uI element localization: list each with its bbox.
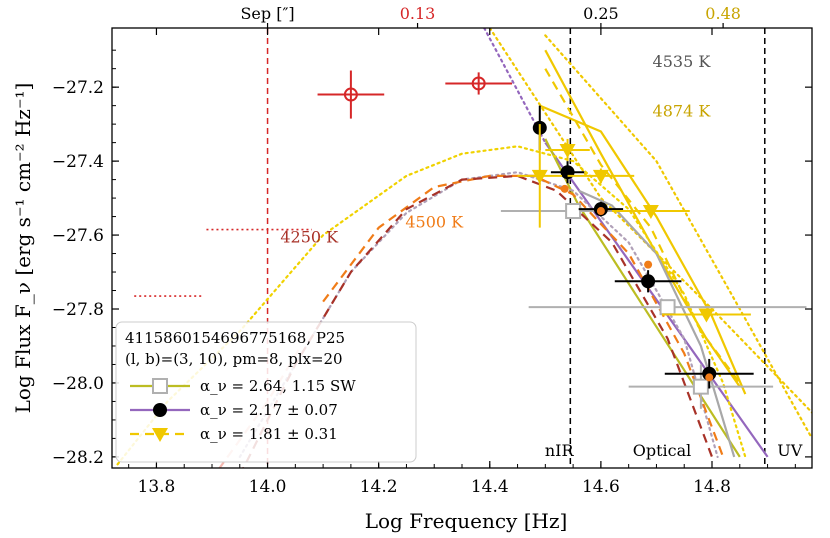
y-tick-label-0: −27.2 (52, 78, 104, 98)
legend-box (115, 321, 417, 463)
temperature-label-2: 4500 K (405, 213, 464, 232)
markers (134, 70, 807, 409)
x-tick-label-5: 14.8 (693, 477, 731, 497)
legend: 4115860154696775168, P25 (l, b)=(3, 10),… (115, 321, 417, 463)
series-4-point-4 (698, 308, 715, 323)
series-4-point-2 (592, 169, 609, 184)
y-axis-label: Log Flux F_ν [erg s⁻¹ cm⁻² Hz⁻¹] (11, 83, 35, 414)
legend-entries: α_ν = 2.64, 1.15 SW α_ν = 2.17 ± 0.07 α_ν … (130, 377, 356, 443)
series-5-point-3 (705, 373, 714, 382)
top-tick-label-2: 0.25 (583, 4, 619, 23)
temperature-label-0: 4535 K (653, 52, 712, 71)
series-5-point-2 (644, 260, 653, 269)
series-2-point-0 (565, 203, 582, 220)
legend-label-0: α_ν = 2.64, 1.15 SW (200, 377, 356, 395)
series-4-point-3 (642, 205, 659, 220)
series-4-point-1 (559, 144, 576, 159)
series-1-point-0 (343, 87, 358, 102)
top-tick-label-3: 0.48 (705, 4, 741, 23)
legend-label-1: α_ν = 2.17 ± 0.07 (200, 401, 338, 419)
series-1-point-1 (471, 76, 486, 91)
x-tick-label-4: 14.6 (582, 477, 620, 497)
curve-3 (539, 104, 747, 395)
series-3-point-1 (560, 165, 575, 180)
band-label-1: Optical (633, 441, 692, 460)
series-4-point-0 (531, 169, 548, 184)
legend-marker-1 (153, 403, 167, 417)
x-tick-label-2: 14.2 (360, 477, 398, 497)
legend-marker-2 (152, 428, 168, 442)
curve-12 (242, 174, 714, 468)
y-tick-label-4: −28.0 (52, 374, 104, 394)
annotations: nIR Optical UV 4535 K 4874 K 4500 K 4250 K (280, 52, 802, 460)
legend-line-coords: (l, b)=(3, 10), pm=8, plx=20 (125, 350, 343, 368)
y-tick-label-5: −28.2 (52, 448, 104, 468)
axes: 13.8 14.0 14.2 14.4 14.6 14.8 −27.2 −27.4 −27.6 −… (52, 4, 812, 497)
x-tick-label-3: 14.4 (471, 477, 509, 497)
band-label-0: nIR (545, 441, 575, 460)
temperature-label-1: 4874 K (653, 102, 712, 121)
x-tick-label-1: 14.0 (249, 477, 287, 497)
legend-label-2: α_ν = 1.81 ± 0.31 (200, 425, 338, 443)
curve-7 (544, 34, 812, 440)
top-tick-label-0: Sep [″] (240, 4, 294, 23)
legend-marker-0 (152, 378, 168, 394)
series-5-point-0 (560, 184, 569, 193)
legend-line-id: 4115860154696775168, P25 (125, 329, 345, 347)
series-3-point-3 (641, 274, 656, 289)
series-5-point-1 (596, 207, 605, 216)
top-tick-label-1: 0.13 (400, 4, 436, 23)
series-2-point-1 (659, 299, 676, 316)
y-tick-label-2: −27.6 (52, 226, 104, 246)
temperature-label-3: 4250 K (280, 227, 339, 246)
y-tick-label-3: −27.8 (52, 300, 104, 320)
x-tick-label-0: 13.8 (138, 477, 176, 497)
x-axis-label: Log Frequency [Hz] (365, 509, 568, 533)
series-2-point-2 (692, 378, 709, 395)
y-tick-label-1: −27.4 (52, 152, 104, 172)
band-label-2: UV (777, 441, 802, 460)
